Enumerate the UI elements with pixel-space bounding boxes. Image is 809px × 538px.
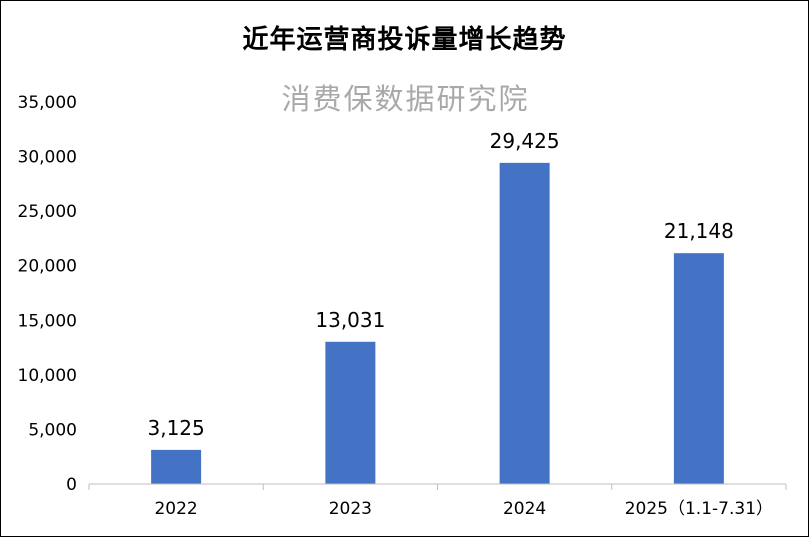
x-axis-labels: 2022 2023 2024 2025（1.1-7.31） <box>154 499 773 519</box>
y-tick-label: 35,000 <box>18 93 77 113</box>
bar <box>151 449 202 484</box>
watermark: 消费保数据研究院 <box>281 82 530 116</box>
data-label: 29,425 <box>490 129 560 153</box>
value-labels: 3,125 13,031 29,425 21,148 <box>147 129 733 440</box>
data-label: 13,031 <box>315 308 385 332</box>
y-tick-label: 10,000 <box>18 366 77 386</box>
y-tick-label: 5,000 <box>28 420 77 440</box>
y-tick-label: 15,000 <box>18 311 77 331</box>
x-tick-label: 2022 <box>154 499 197 519</box>
bar <box>325 341 376 484</box>
bars <box>151 162 724 484</box>
y-axis-labels: 0 5,000 10,000 15,000 20,000 25,000 30,000 35,0… <box>18 93 77 495</box>
y-tick-label: 0 <box>66 475 77 495</box>
bar <box>673 253 724 484</box>
x-axis <box>88 483 787 490</box>
bar <box>499 162 550 484</box>
x-tick-label: 2024 <box>503 499 546 519</box>
x-tick-label: 2025（1.1-7.31） <box>625 499 773 519</box>
y-tick-label: 20,000 <box>18 257 77 277</box>
data-label: 21,148 <box>664 219 734 243</box>
y-tick-label: 30,000 <box>18 148 77 168</box>
chart-title: 近年运营商投诉量增长趋势 <box>242 25 567 55</box>
data-label: 3,125 <box>147 416 204 440</box>
y-tick-label: 25,000 <box>18 202 77 222</box>
x-tick-label: 2023 <box>329 499 372 519</box>
